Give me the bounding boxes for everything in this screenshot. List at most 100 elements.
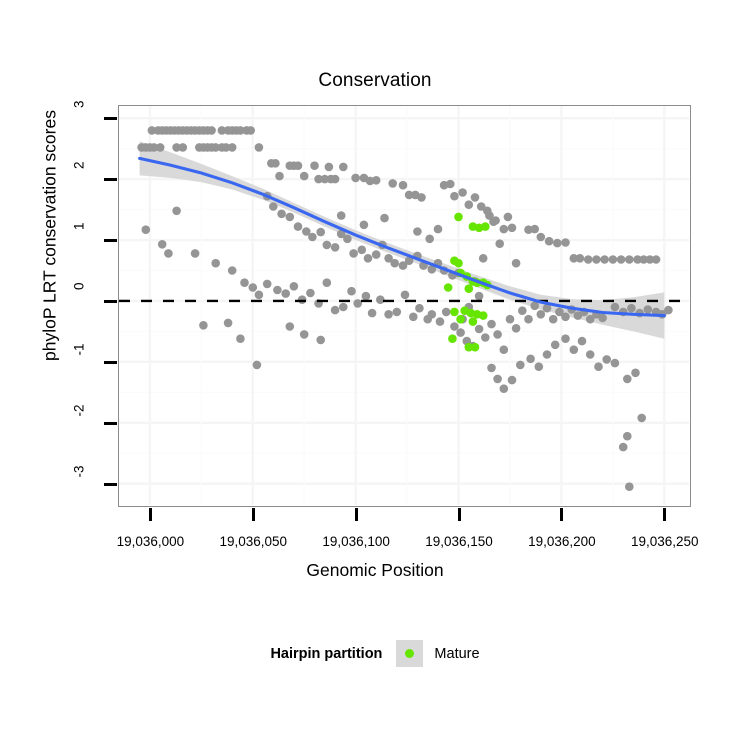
data-point-other	[594, 362, 603, 372]
y-tick-mark	[104, 117, 117, 121]
data-point-other	[211, 143, 220, 152]
data-point-other	[505, 314, 515, 324]
data-point-other	[474, 324, 484, 334]
data-point-other	[388, 179, 398, 188]
x-tick-mark	[148, 508, 152, 521]
data-point-other	[503, 212, 513, 222]
data-point-other	[155, 143, 165, 152]
data-point-other	[299, 171, 309, 181]
y-tick-label: 1	[71, 222, 87, 230]
data-point-other	[149, 143, 159, 152]
data-point-other	[627, 303, 636, 313]
data-point-other	[625, 255, 634, 264]
mature-point-icon	[405, 649, 415, 658]
data-point-other	[616, 255, 626, 264]
data-point-other	[464, 200, 474, 209]
data-point-other	[343, 234, 352, 244]
data-point-other	[489, 217, 498, 226]
data-point-other	[415, 303, 424, 313]
data-point-other	[248, 283, 258, 292]
data-point-other	[380, 213, 389, 223]
data-point-other	[577, 336, 587, 346]
x-tick-label: 19,036,150	[425, 534, 493, 549]
data-point-other	[623, 431, 632, 441]
data-point-other	[450, 191, 459, 201]
data-point-other	[404, 256, 414, 265]
data-point-other	[285, 212, 295, 222]
data-point-other	[316, 335, 325, 345]
data-point-other	[246, 126, 255, 135]
data-point-other	[530, 224, 539, 234]
data-point-other	[499, 345, 509, 354]
data-point-other	[322, 278, 332, 287]
data-point-other	[299, 330, 309, 339]
data-point-other	[306, 288, 315, 298]
data-point-other	[575, 254, 585, 263]
data-point-mature	[454, 212, 463, 222]
data-point-other	[223, 318, 233, 328]
data-point-other	[499, 384, 509, 394]
data-point-other	[561, 312, 570, 322]
data-point-other	[211, 258, 220, 268]
data-point-other	[141, 225, 151, 234]
data-point-other	[221, 143, 231, 152]
data-point-other	[336, 229, 346, 239]
data-point-other	[623, 374, 632, 384]
data-point-other	[371, 176, 381, 185]
data-point-other	[518, 306, 527, 315]
data-point-other	[639, 255, 648, 264]
data-point-other	[271, 159, 280, 168]
data-point-other	[281, 289, 290, 298]
y-tick-label: 2	[71, 161, 87, 169]
data-point-other	[297, 295, 307, 304]
y-tick-mark	[104, 360, 117, 364]
y-tick-mark	[104, 178, 117, 182]
data-point-other	[254, 143, 264, 152]
data-point-other	[592, 255, 601, 264]
x-tick-label: 19,036,000	[116, 534, 185, 549]
data-point-other	[548, 314, 558, 324]
data-point-mature	[470, 342, 480, 352]
x-tick-label: 19,036,100	[322, 534, 390, 549]
data-point-other	[470, 193, 480, 202]
data-point-other	[487, 363, 496, 373]
plot-area-svg	[119, 106, 689, 505]
data-point-other	[573, 311, 583, 320]
data-point-other	[384, 310, 393, 319]
data-point-other	[561, 334, 570, 343]
data-point-other	[534, 362, 544, 372]
data-point-other	[544, 236, 554, 246]
data-point-other	[390, 258, 400, 268]
data-point-other	[425, 234, 435, 244]
data-point-other	[413, 227, 422, 236]
data-point-other	[357, 245, 367, 255]
data-point-other	[474, 291, 484, 301]
x-tick-label: 19,036,200	[528, 534, 596, 549]
data-point-other	[322, 240, 332, 250]
y-tick-mark	[104, 421, 117, 425]
x-tick-mark	[354, 508, 358, 521]
data-point-other	[493, 330, 502, 339]
y-tick-label: -3	[71, 465, 87, 478]
data-point-other	[456, 328, 465, 337]
data-point-other	[172, 206, 181, 216]
data-point-other	[631, 368, 640, 378]
data-point-other	[409, 312, 418, 322]
data-point-other	[495, 239, 505, 248]
data-point-other	[336, 211, 346, 220]
data-point-mature	[448, 334, 457, 343]
data-point-other	[625, 482, 634, 492]
data-point-mature	[454, 258, 463, 268]
legend-key-mature[interactable]	[396, 640, 424, 667]
x-axis-title: Genomic Position	[306, 560, 444, 580]
data-point-other	[384, 254, 393, 263]
data-point-other	[664, 305, 673, 315]
data-point-other	[417, 193, 426, 202]
data-point-other	[441, 307, 451, 317]
data-point-mature	[450, 307, 459, 317]
confidence-band	[139, 141, 665, 339]
data-point-other	[446, 179, 455, 189]
data-point-other	[398, 261, 408, 270]
data-point-other	[316, 227, 325, 237]
